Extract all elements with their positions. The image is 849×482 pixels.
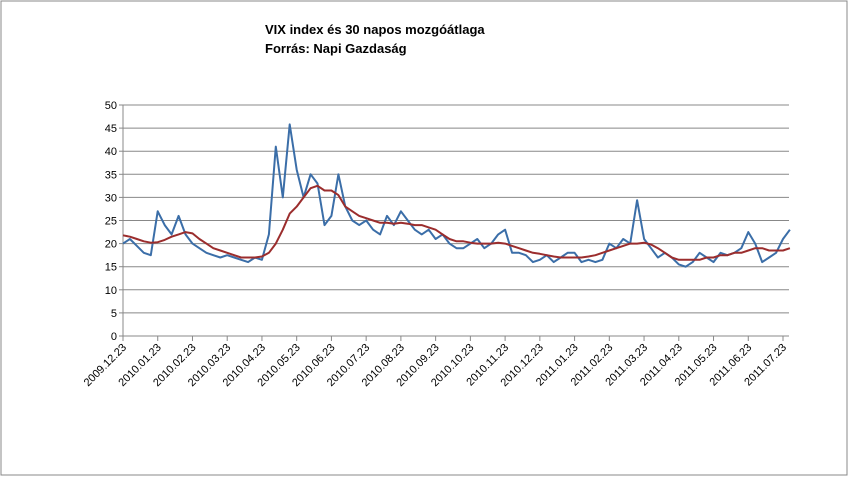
y-tick-label: 25 xyxy=(105,216,117,228)
series-line xyxy=(122,184,791,261)
chart-subtitle: Forrás: Napi Gazdaság xyxy=(265,41,407,56)
y-tick-label: 50 xyxy=(105,100,117,112)
chart-title: VIX index és 30 napos mozgóátlaga xyxy=(265,22,485,37)
y-tick-label: 0 xyxy=(111,331,117,343)
y-tick-label: 20 xyxy=(105,239,117,251)
series-line xyxy=(122,123,791,268)
y-tick-label: 40 xyxy=(105,146,117,158)
y-tick-label: 15 xyxy=(105,262,117,274)
y-tick-label: 5 xyxy=(111,308,117,320)
y-tick-label: 35 xyxy=(105,169,117,181)
y-tick-label: 10 xyxy=(105,285,117,297)
y-tick-label: 30 xyxy=(105,192,117,204)
y-tick-label: 45 xyxy=(105,123,117,135)
